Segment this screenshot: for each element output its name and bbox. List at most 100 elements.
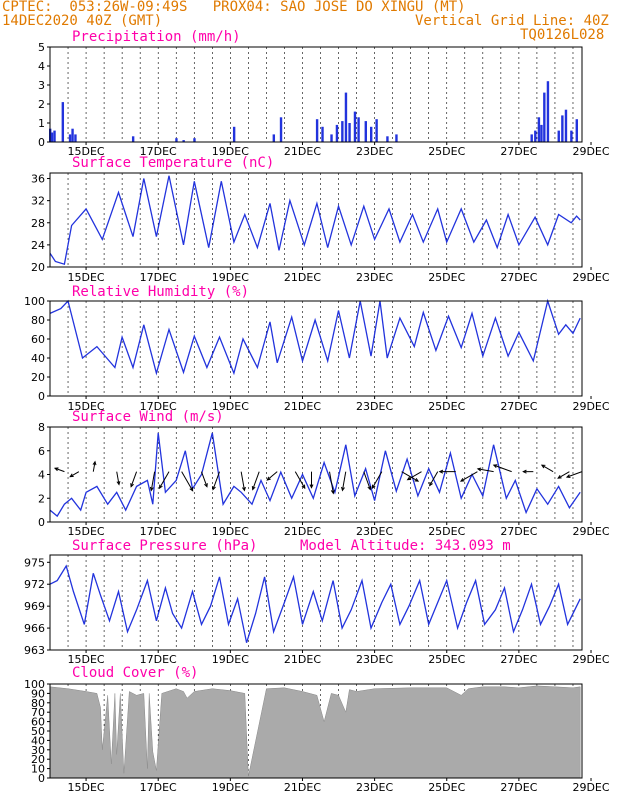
y-tick-label: 0 — [38, 772, 45, 785]
precip-bar — [61, 102, 65, 142]
precip-bar — [50, 132, 54, 142]
y-tick-label: 975 — [24, 556, 45, 569]
wind-arrow-head — [341, 486, 345, 492]
precip-bar — [564, 109, 568, 142]
y-tick-label: 10 — [31, 763, 45, 776]
panel-frame — [49, 300, 583, 397]
wind-series — [49, 432, 581, 518]
precip-bar — [534, 130, 537, 142]
x-tick-label: 23DEC — [356, 781, 393, 794]
x-tick-label: 29DEC — [572, 400, 609, 413]
y-tick-label: 2 — [38, 98, 45, 111]
precip-bar — [321, 126, 324, 142]
y-tick-label: 30 — [31, 744, 45, 757]
x-tick-label: 15DEC — [68, 271, 105, 284]
x-tick-label: 23DEC — [356, 400, 393, 413]
pressure-series — [49, 564, 581, 643]
wind-arrow — [429, 471, 439, 486]
x-tick-label: 25DEC — [428, 653, 465, 666]
x-tick-label: 25DEC — [428, 400, 465, 413]
wind-arrow — [363, 471, 371, 490]
y-tick-label: 4 — [38, 469, 45, 482]
y-tick-label: 80 — [31, 314, 45, 327]
precip-bar — [570, 130, 573, 142]
precip-bar — [68, 134, 72, 142]
x-tick-label: 29DEC — [572, 781, 609, 794]
y-tick-label: 20 — [31, 261, 45, 274]
y-tick-label: 8 — [38, 421, 45, 434]
y-tick-label: 972 — [24, 578, 45, 591]
precip-bar — [182, 140, 185, 142]
y-tick-label: 20 — [31, 371, 45, 384]
wind-arrow — [329, 471, 334, 494]
wind-arrow-head — [492, 464, 498, 469]
y-tick-label: 80 — [31, 697, 45, 710]
x-tick-label: 29DEC — [572, 525, 609, 538]
y-tick-label: 2 — [38, 492, 45, 505]
x-tick-label: 23DEC — [356, 653, 393, 666]
wind-arrow — [92, 461, 96, 472]
panel-frame — [49, 554, 583, 651]
pressure-title: Surface Pressure (hPa) — [72, 538, 257, 554]
wind-arrow-head — [242, 486, 246, 492]
wind-panel: 0 2 4 6 8 15DEC 17DEC 19DEC 21DEC 23DEC 25DEC 27DEC… — [38, 409, 610, 538]
wind-arrow — [54, 467, 65, 473]
y-tick-label: 0 — [38, 136, 45, 149]
x-tick-label: 19DEC — [212, 653, 249, 666]
y-tick-label: 28 — [31, 217, 45, 230]
wind-arrow — [407, 471, 422, 481]
wind-arrow — [69, 471, 80, 478]
y-tick-label: 4 — [38, 60, 45, 73]
x-tick-label: 25DEC — [428, 271, 465, 284]
y-tick-label: 60 — [31, 333, 45, 346]
wind-arrow-head — [371, 484, 376, 490]
wind-arrow-head — [69, 473, 74, 478]
x-tick-label: 27DEC — [500, 653, 537, 666]
precip-bar — [375, 119, 378, 142]
wind-arrow — [460, 471, 478, 482]
x-tick-label: 29DEC — [572, 271, 609, 284]
y-tick-label: 36 — [31, 173, 45, 186]
wind-arrow-head — [540, 464, 546, 469]
y-tick-label: 5 — [38, 41, 45, 54]
wind-arrow — [566, 471, 583, 478]
wind-arrow-head — [429, 481, 433, 487]
wind-arrow-head — [414, 477, 420, 482]
wind-arrow — [371, 471, 383, 489]
x-tick-label: 15DEC — [68, 400, 105, 413]
x-tick-label: 15DEC — [68, 781, 105, 794]
precip-bar — [561, 115, 564, 142]
humidity-title: Relative Humidity (%) — [72, 284, 249, 300]
precip-bar — [71, 128, 74, 142]
humidity-series — [49, 298, 581, 376]
wind-arrow-head — [406, 476, 412, 481]
precip-bar — [175, 138, 178, 142]
wind-arrow — [557, 471, 570, 479]
wind-arrow-head — [116, 480, 121, 486]
y-tick-label: 100 — [24, 295, 45, 308]
x-tick-label: 27DEC — [500, 145, 537, 158]
wind-arrow-head — [309, 484, 314, 489]
y-tick-label: 966 — [24, 622, 45, 635]
y-tick-label: 60 — [31, 716, 45, 729]
precip-bar — [335, 124, 339, 142]
precip-bar — [386, 136, 389, 142]
y-tick-label: 1 — [38, 117, 45, 130]
wind-arrow — [150, 471, 156, 491]
wind-arrow — [341, 471, 347, 491]
x-tick-label: 21DEC — [284, 400, 321, 413]
x-tick-label: 23DEC — [356, 145, 393, 158]
precip-bar — [330, 134, 333, 142]
y-tick-label: 3 — [38, 79, 45, 92]
precip-bar — [557, 130, 560, 142]
wind-arrow-head — [565, 474, 571, 478]
precip-bar — [341, 121, 344, 142]
wind-arrow — [212, 471, 220, 490]
x-tick-label: 25DEC — [428, 525, 465, 538]
wind-arrow — [116, 471, 120, 485]
y-tick-label: 50 — [31, 725, 45, 738]
y-tick-label: 100 — [24, 678, 45, 691]
panel-frame — [49, 426, 583, 523]
